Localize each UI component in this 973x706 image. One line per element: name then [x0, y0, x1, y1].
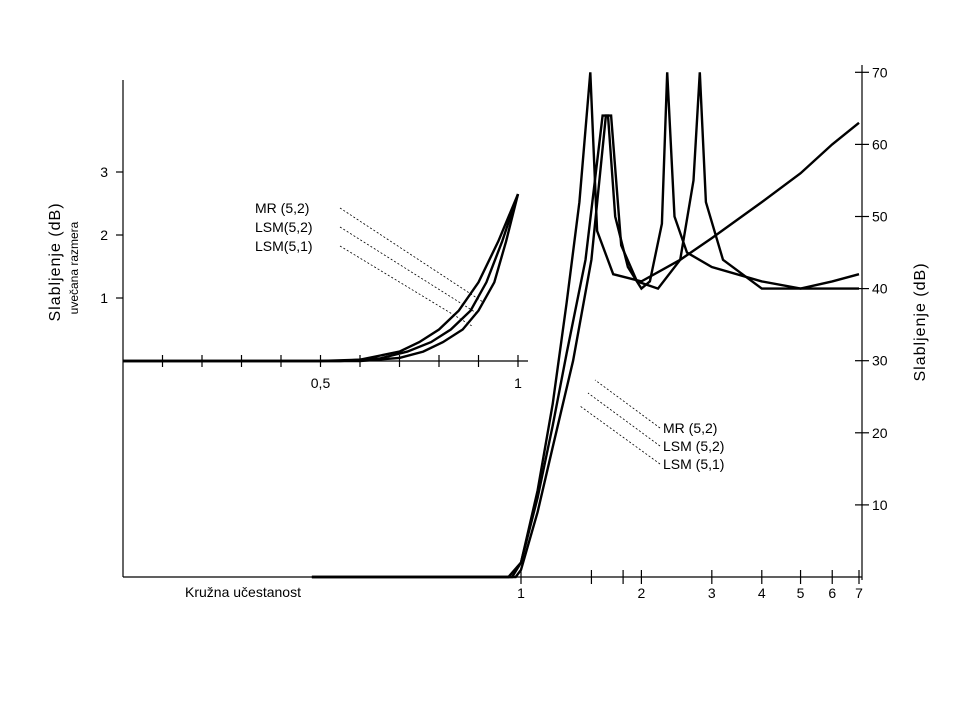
inset-chart: 0,5 1 1 2 3 Slabljenje (dB) uvečana razmera… — [47, 80, 528, 391]
main-x-tick-label: 6 — [828, 585, 836, 601]
main-x-ticks: 1 2 3 4 5 6 7 — [517, 570, 863, 601]
main-legend-label: LSM (5,2) — [663, 438, 724, 454]
main-leader-line — [587, 392, 661, 447]
main-y-tick-label: 50 — [872, 209, 888, 225]
main-x-tick-label: 1 — [517, 585, 525, 601]
main-legend: MR (5,2) LSM (5,2) LSM (5,1) — [579, 379, 724, 472]
main-series-line — [311, 72, 859, 579]
inset-y-tick-label: 2 — [100, 227, 108, 243]
inset-series-line — [123, 193, 520, 363]
main-leader-line — [594, 379, 661, 429]
inset-legend-label: LSM(5,2) — [255, 219, 313, 235]
inset-leader-line — [339, 226, 479, 315]
main-y-tick-label: 40 — [872, 281, 888, 297]
inset-legend-label: MR (5,2) — [255, 200, 309, 216]
main-x-tick-label: 4 — [758, 585, 766, 601]
main-x-tick-label: 3 — [708, 585, 716, 601]
inset-leader-line — [339, 245, 473, 327]
inset-x-tick-label: 1 — [514, 375, 522, 391]
inset-y-ticks: 1 2 3 — [100, 164, 123, 306]
inset-curves — [123, 193, 520, 363]
inset-series-line — [123, 193, 520, 363]
main-x-axis-label: Kružna učestanost — [185, 584, 301, 600]
main-y-tick-label: 70 — [872, 64, 888, 80]
main-y-axis-label: Slabljenje (dB) — [912, 262, 929, 381]
inset-y-tick-label: 1 — [100, 290, 108, 306]
main-y-tick-label: 20 — [872, 425, 888, 441]
inset-legend-label: LSM(5,1) — [255, 238, 313, 254]
inset-y-axis-sublabel: uvečana razmera — [67, 221, 81, 314]
main-legend-label: MR (5,2) — [663, 420, 717, 436]
inset-y-axis-label: Slabljenje (dB) — [47, 202, 64, 321]
main-x-tick-label: 5 — [797, 585, 805, 601]
main-x-tick-label: 7 — [855, 585, 863, 601]
main-y-tick-label: 10 — [872, 497, 888, 513]
inset-x-tick-label: 0,5 — [311, 375, 331, 391]
main-series-line — [311, 72, 860, 579]
inset-y-tick-label: 3 — [100, 164, 108, 180]
main-series-line — [311, 72, 860, 579]
main-y-ticks: 10 20 30 40 50 60 70 — [855, 64, 888, 513]
main-y-tick-label: 60 — [872, 136, 888, 152]
inset-series-line — [123, 193, 520, 363]
main-leader-line — [579, 405, 661, 465]
inset-legend: MR (5,2) LSM(5,2) LSM(5,1) — [255, 200, 484, 327]
main-y-tick-label: 30 — [872, 353, 888, 369]
inset-leader-line — [339, 207, 484, 303]
main-legend-label: LSM (5,1) — [663, 456, 724, 472]
main-curves — [311, 72, 860, 579]
main-chart: 1 2 3 4 5 6 7 10 20 30 40 50 60 70 Kružna učestanost… — [122, 64, 929, 601]
main-x-tick-label: 2 — [637, 585, 645, 601]
